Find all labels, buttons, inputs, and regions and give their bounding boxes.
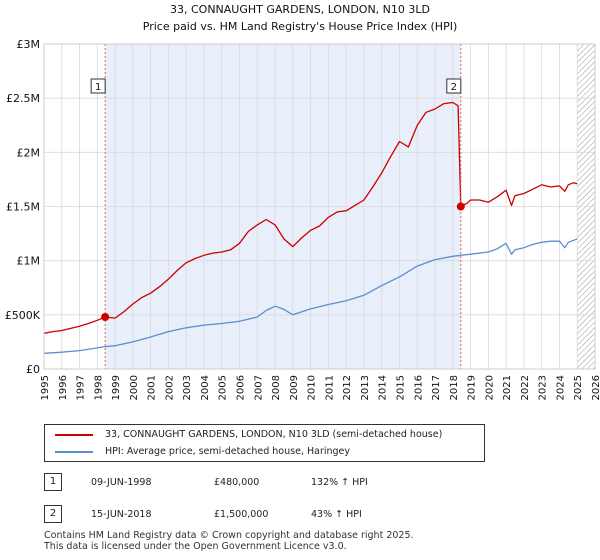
legend-swatch-red <box>55 434 93 436</box>
x-tick-label: 2024 <box>555 375 566 400</box>
x-tick-label: 2021 <box>502 375 513 400</box>
x-tick-label: 1998 <box>93 375 104 400</box>
x-tick-label: 2022 <box>520 375 531 400</box>
footer: Contains HM Land Registry data © Crown c… <box>44 530 414 552</box>
plot-frame <box>43 43 596 370</box>
x-tick-label: 2016 <box>413 375 424 400</box>
y-tick-label: £0 <box>26 363 40 376</box>
transaction-point <box>456 202 465 211</box>
x-tick-label: 2011 <box>324 375 335 400</box>
y-tick-label: £500K <box>5 309 41 322</box>
x-tick-label: 2026 <box>591 375 600 400</box>
chart-title: 33, CONNAUGHT GARDENS, LONDON, N10 3LD <box>170 3 430 16</box>
x-tick-label: 2013 <box>360 375 371 400</box>
transaction-number: 2 <box>44 505 62 523</box>
x-tick-label: 2018 <box>449 375 460 400</box>
transaction-hpi: 43% ↑ HPI <box>311 509 362 520</box>
footer-copyright: Contains HM Land Registry data © Crown c… <box>44 530 414 541</box>
x-tick-label: 2004 <box>200 375 211 400</box>
hpi-line <box>44 238 578 354</box>
x-tick-label: 2023 <box>538 375 549 400</box>
x-tick-label: 2000 <box>129 375 140 400</box>
x-tick-label: 2020 <box>484 375 495 400</box>
x-tick-label: 1999 <box>111 375 122 400</box>
x-tick-label: 2017 <box>431 375 442 400</box>
chart-subtitle: Price paid vs. HM Land Registry's House … <box>143 20 458 33</box>
y-tick-label: £1.5M <box>6 201 40 214</box>
transaction-label-frame <box>446 78 462 94</box>
property-price-line <box>44 101 578 334</box>
x-tick-label: 1996 <box>58 375 69 400</box>
price-chart: 33, CONNAUGHT GARDENS, LONDON, N10 3LD P… <box>5 3 600 400</box>
x-tick-label: 2007 <box>253 375 264 400</box>
x-tick-label: 2010 <box>307 375 318 400</box>
legend-label-hpi: HPI: Average price, semi-detached house,… <box>105 446 351 457</box>
y-tick-label: £1M <box>17 255 41 268</box>
transaction-label-box: 1 <box>90 78 106 94</box>
x-tick-label: 2001 <box>147 375 158 400</box>
transaction-label-number: 1 <box>95 82 101 93</box>
legend: 33, CONNAUGHT GARDENS, LONDON, N10 3LD (… <box>44 424 485 462</box>
x-tick-label: 2012 <box>342 375 353 400</box>
x-tick-label: 2019 <box>467 375 478 400</box>
transaction-label-frame <box>90 78 106 94</box>
x-tick-label: 2009 <box>289 375 300 400</box>
transaction-date: 15-JUN-2018 <box>91 509 152 520</box>
x-tick-label: 2006 <box>236 375 247 400</box>
y-tick-label: £2.5M <box>6 92 40 105</box>
footer-licence: This data is licensed under the Open Gov… <box>44 540 347 552</box>
transaction-number: 1 <box>44 473 62 491</box>
legend-swatch-blue <box>55 451 93 453</box>
transaction-hpi: 132% ↑ HPI <box>311 477 368 488</box>
x-tick-label: 1997 <box>76 375 87 400</box>
x-tick-label: 2014 <box>378 375 389 400</box>
transaction-point <box>101 313 110 321</box>
x-tick-label: 2005 <box>218 375 229 400</box>
x-tick-label: 2008 <box>271 375 282 400</box>
legend-label-property: 33, CONNAUGHT GARDENS, LONDON, N10 3LD (… <box>105 429 443 440</box>
x-tick-label: 1995 <box>40 375 51 400</box>
x-tick-label: 2003 <box>182 375 193 400</box>
transaction-label-box: 2 <box>446 78 462 94</box>
y-tick-label: £3M <box>17 38 41 51</box>
x-tick-label: 2002 <box>164 375 175 400</box>
transaction-price: £1,500,000 <box>214 509 269 520</box>
transaction-date: 09-JUN-1998 <box>91 477 152 488</box>
x-tick-label: 2015 <box>395 375 406 400</box>
transaction-price: £480,000 <box>214 477 260 488</box>
y-tick-label: £2M <box>17 146 41 159</box>
x-tick-label: 2025 <box>573 375 584 400</box>
transaction-label-number: 2 <box>451 82 457 93</box>
